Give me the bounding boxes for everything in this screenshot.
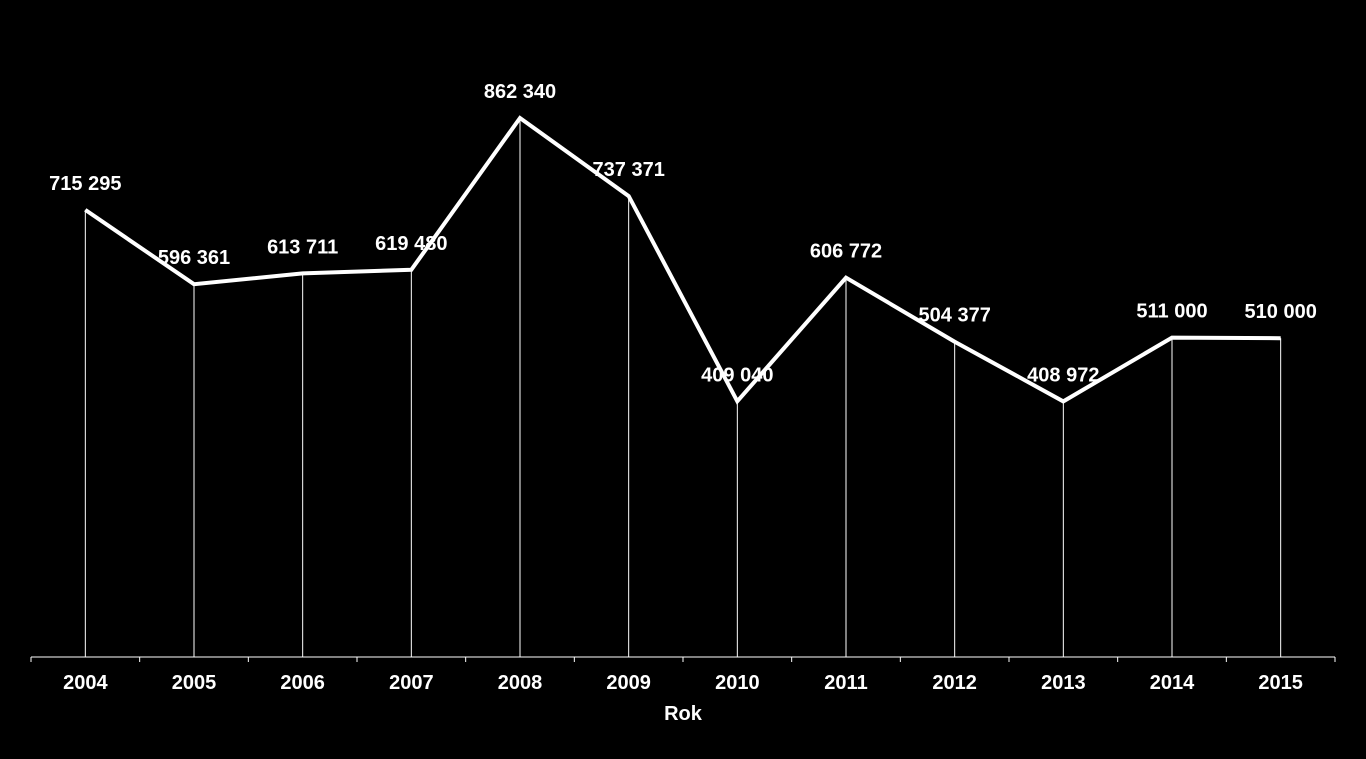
- data-label-2011: 606 772: [810, 241, 882, 263]
- data-label-2010: 409 040: [701, 364, 773, 386]
- data-label-2009: 737 371: [593, 159, 665, 181]
- data-labels: 715 295 596 361 613 711 619 480 862 340 737 3…: [49, 81, 1317, 386]
- data-label-2015: 510 000: [1245, 301, 1317, 323]
- x-tick-label-2013: 2013: [1041, 672, 1086, 694]
- x-tick-label-2012: 2012: [932, 672, 977, 694]
- x-tick-label-2011: 2011: [824, 672, 867, 694]
- series-line-group: [84, 115, 1281, 405]
- series-line: [84, 115, 1281, 405]
- x-tick-label-2010: 2010: [715, 672, 760, 694]
- drop-lines: [84, 118, 1282, 657]
- x-tick-label-2007: 2007: [389, 672, 434, 694]
- x-tick-label-2015: 2015: [1258, 672, 1303, 694]
- x-tick-label-2014: 2014: [1150, 672, 1195, 694]
- data-label-2013: 408 972: [1027, 364, 1099, 386]
- data-label-2005: 596 361: [158, 247, 230, 269]
- data-label-2014: 511 000: [1136, 301, 1207, 323]
- x-axis-title: Rok: [664, 703, 703, 725]
- x-tick-label-2006: 2006: [280, 672, 325, 694]
- x-tick-label-2008: 2008: [498, 672, 543, 694]
- x-tick-label-2009: 2009: [606, 672, 651, 694]
- x-tick-label-2004: 2004: [63, 672, 108, 694]
- data-label-2012: 504 377: [919, 305, 991, 327]
- x-tick-label-2005: 2005: [172, 672, 217, 694]
- x-axis: 2004 2005 2006 2007 2008 2009 2010 2011 2012 2013…: [30, 656, 1336, 694]
- data-label-2008: 862 340: [484, 81, 556, 103]
- data-label-2004: 715 295: [49, 173, 121, 195]
- data-label-2007: 619 480: [375, 233, 447, 255]
- data-label-2006: 613 711: [267, 236, 338, 258]
